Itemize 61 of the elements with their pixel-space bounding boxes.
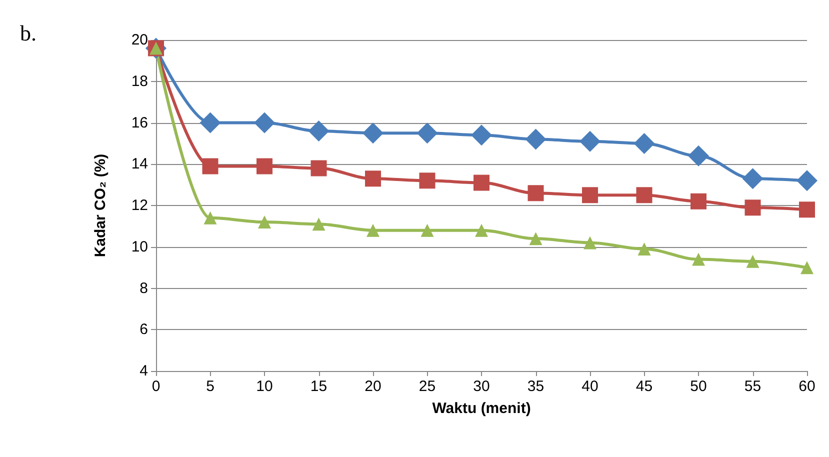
y-tick-label: 16 [131,114,148,132]
x-tick-label: 10 [256,378,273,395]
point [582,187,598,204]
y-axis-title: Kadar CO₂ (%) [92,154,109,258]
y-tick-label: 18 [131,72,148,90]
point [528,185,544,202]
point [799,202,815,218]
point [419,172,436,189]
y-tick-label: 8 [140,280,148,297]
point [200,112,221,134]
y-tick-label: 6 [140,321,148,338]
point [525,128,546,150]
point [420,224,434,237]
x-tick-label: 5 [206,378,214,395]
point [312,218,326,231]
text: b. [20,20,36,46]
point [634,132,655,154]
x-tick-label: 30 [473,378,490,395]
point [310,160,327,176]
point [308,120,330,142]
point [256,158,272,174]
x-tick-label: 50 [690,378,707,395]
x-tick-label: 0 [152,378,160,395]
point [416,122,438,144]
point [692,252,705,266]
point [471,124,492,146]
point [584,236,596,250]
x-axis-title: Waktu (menit) [432,400,531,417]
point [744,200,761,216]
point [366,224,380,237]
point [474,174,490,191]
y-tick-label: 12 [131,197,148,214]
point [204,211,217,224]
point [742,168,764,190]
y-tick-label: 4 [140,362,148,380]
x-tick-label: 45 [636,378,653,395]
point [636,187,652,204]
x-tick-label: 35 [527,378,544,395]
point [746,254,760,268]
point [258,216,271,229]
x-tick-label: 15 [310,378,328,395]
point [688,145,709,166]
point [254,112,275,134]
y-tick-label: 20 [131,32,148,48]
point [475,224,488,237]
x-tick-label: 25 [418,378,436,395]
point [202,158,218,174]
point [580,130,600,152]
point [690,193,706,210]
x-tick-label: 20 [364,378,382,395]
y-tick-label: 10 [131,238,148,256]
point [529,232,542,246]
x-tick-label: 60 [798,378,816,395]
point [638,242,651,256]
point [365,170,381,187]
point [796,170,818,192]
point [800,261,814,274]
x-tick-label: 40 [582,378,598,395]
point [362,122,384,144]
y-tick-label: 14 [131,156,148,173]
x-tick-label: 55 [744,378,762,395]
